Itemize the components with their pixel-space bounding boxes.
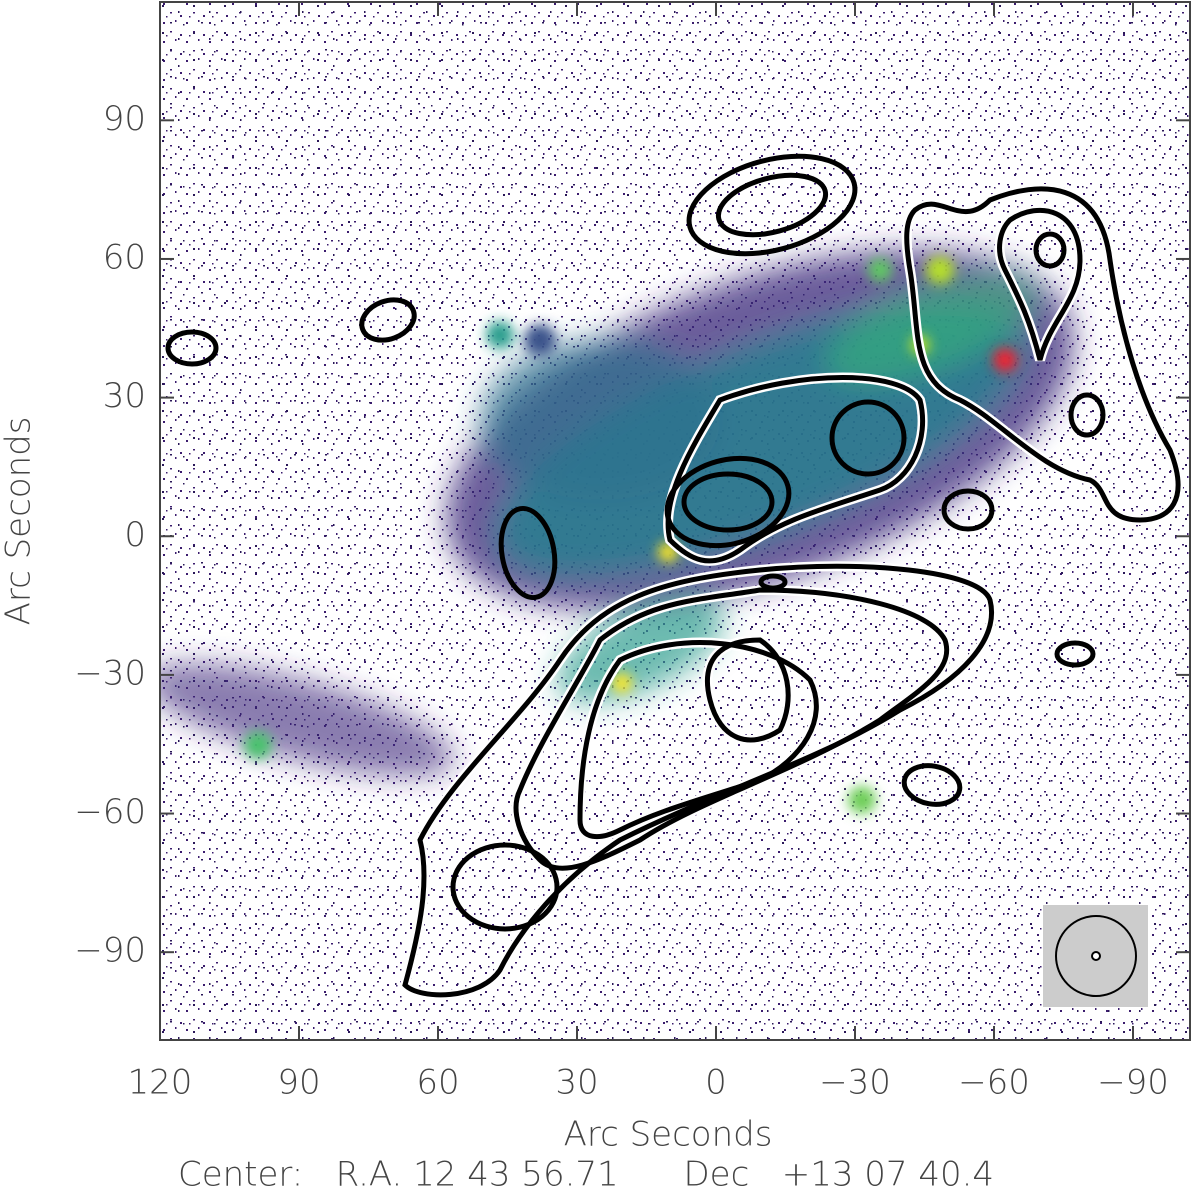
beam	[1043, 905, 1148, 1007]
x-tick-label: 90	[277, 1063, 320, 1103]
y-tick-label: −90	[74, 931, 146, 971]
x-axis-label: Arc Seconds	[564, 1115, 773, 1155]
x-tick-label: 60	[416, 1063, 459, 1103]
plot-frame	[159, 1, 1191, 1041]
image	[160, 2, 1190, 1040]
y-axis-label: Arc Seconds	[0, 417, 39, 626]
x-tick-label: 0	[705, 1063, 727, 1103]
x-tick-label: 120	[128, 1063, 193, 1103]
x-tick-label: −60	[958, 1063, 1030, 1103]
y-tick-label: 60	[103, 237, 146, 277]
y-tick-label: 30	[103, 376, 146, 416]
x-tick-label: 30	[555, 1063, 598, 1103]
y-tick-label: −60	[74, 792, 146, 832]
y-tick-label: −30	[74, 653, 146, 693]
x-tick-label: −30	[819, 1063, 891, 1103]
x-tick-label: −90	[1097, 1063, 1169, 1103]
y-tick-label: 90	[103, 99, 146, 139]
y-tick-label: 0	[124, 515, 146, 555]
contours	[165, 153, 1184, 1000]
center-caption: Center: R.A. 12 43 56.71 Dec +13 07 40.4	[178, 1155, 994, 1195]
